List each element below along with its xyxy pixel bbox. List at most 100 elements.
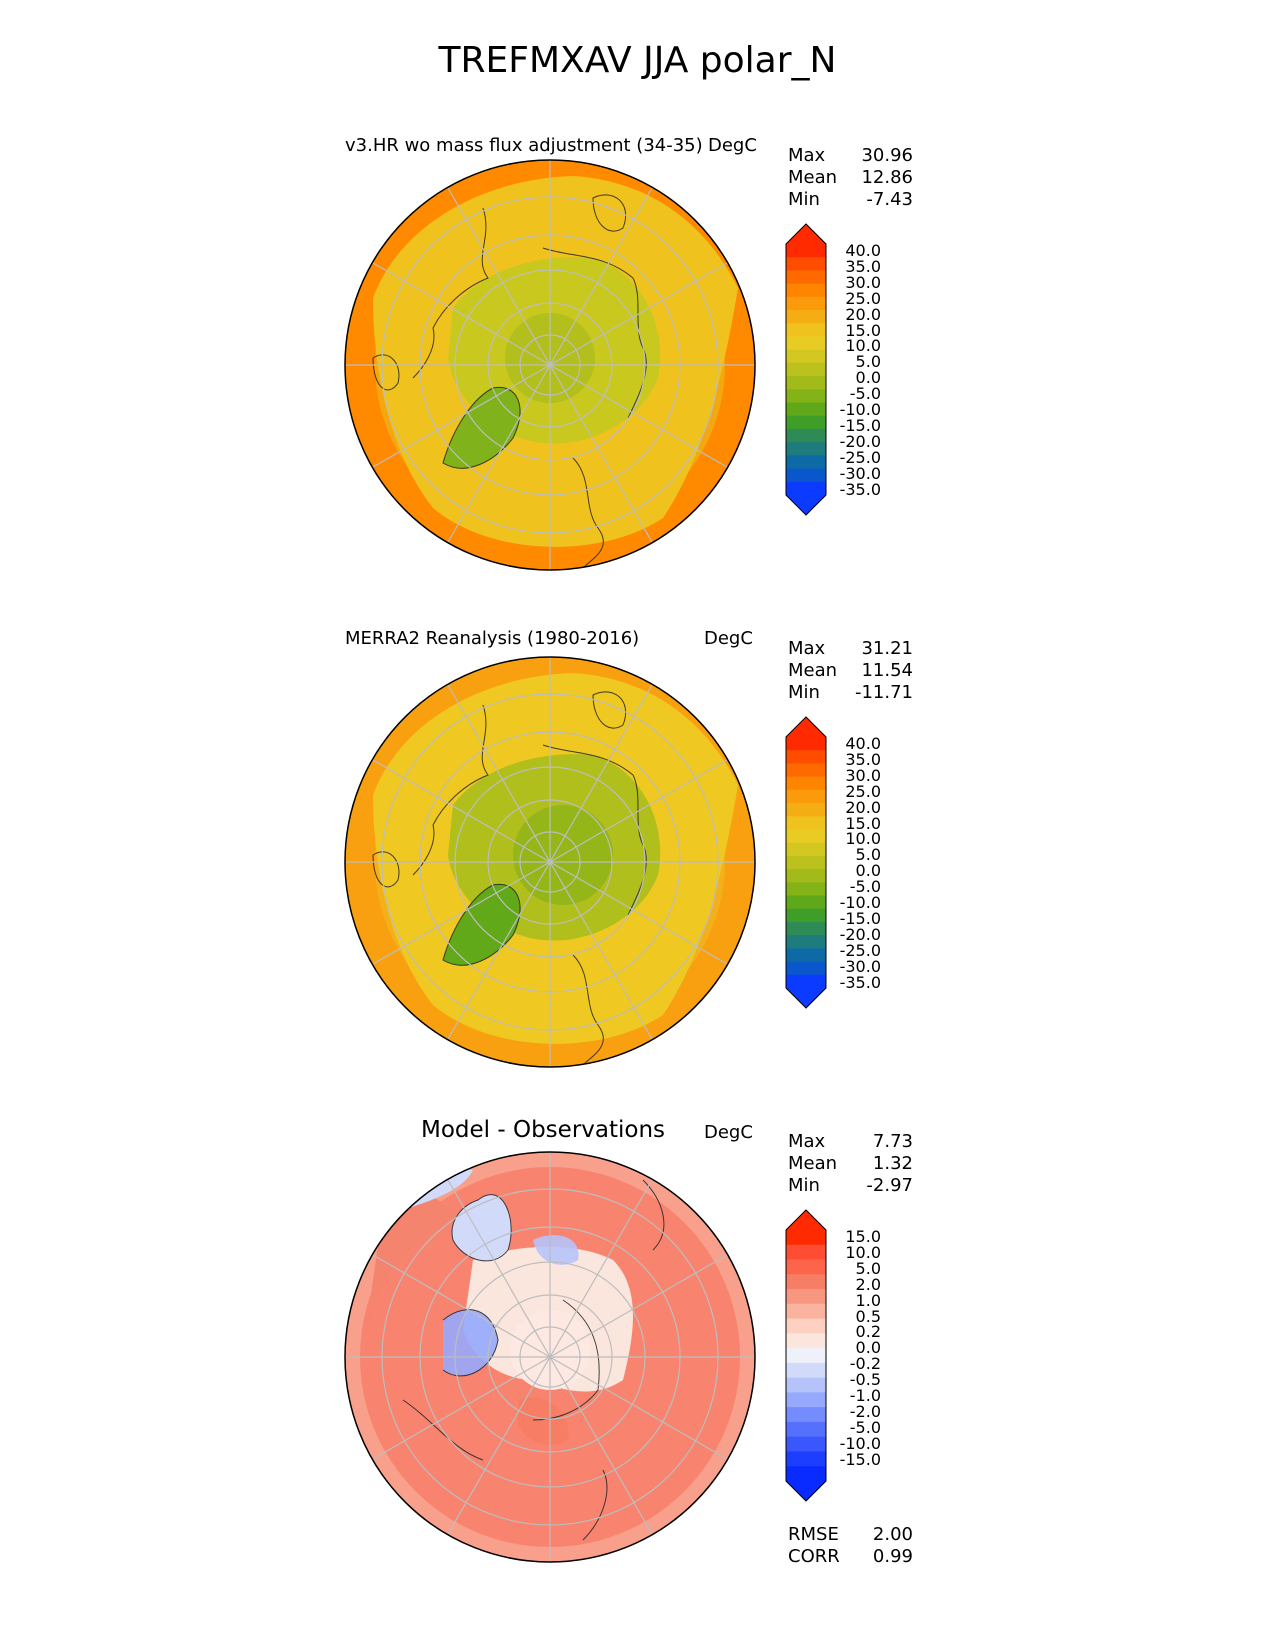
colorbar-tick-label: -0.2 [849,1354,881,1374]
metric-value: 0.99 [872,1546,913,1567]
panel-3-units: DegC [704,1122,753,1143]
stat-label: Min [788,682,820,703]
stat-label: Max [788,638,826,659]
panel-1-polar-map [344,159,756,571]
colorbar-tick-label: 20.0 [845,304,881,324]
colorbar-swatch [786,763,826,778]
stat-value: -2.97 [866,1175,913,1196]
colorbar-tick-label: 0.0 [855,861,881,881]
colorbar-tick-label: -15.0 [839,1449,881,1469]
stat-label: Min [788,189,820,210]
colorbar-over-triangle [786,224,826,244]
colorbar-swatch [786,1451,826,1467]
colorbar-swatch [786,468,826,483]
colorbar-tick-label: 5.0 [855,845,881,865]
colorbar-swatch [786,1377,826,1393]
colorbar-under-triangle [786,988,826,1008]
colorbar-tick-label: -20.0 [839,431,881,451]
stat-value: -11.71 [854,682,913,703]
stat-value: 31.21 [861,638,913,659]
colorbar-swatch [786,336,826,351]
colorbar-swatch [786,1333,826,1349]
colorbar-tick-label: 35.0 [845,749,881,769]
colorbar-swatch [786,455,826,470]
colorbar-swatch [786,415,826,430]
stat-value: 1.32 [872,1153,913,1174]
stat-value: 12.86 [861,167,913,188]
colorbar-swatch [786,376,826,390]
colorbar-over-triangle [786,1210,826,1230]
figure-title: TREFMXAV JJA polar_N [438,40,837,81]
colorbar-swatch [786,1362,826,1379]
colorbar-tick-label: 10.0 [845,829,881,849]
colorbar-swatch [786,935,826,949]
colorbar-tick-label: -20.0 [839,924,881,944]
panel-1-colorbar [785,223,827,516]
colorbar-swatch [786,1421,826,1438]
colorbar-swatch [786,389,826,404]
colorbar-tick-label: -1.0 [849,1386,881,1406]
colorbar-over-triangle [786,717,826,737]
panel-2-polar-map [344,656,756,1068]
colorbar-tick-label: -30.0 [839,956,881,976]
colorbar-swatch [786,842,826,857]
colorbar-swatch [786,257,826,271]
colorbar-swatch [786,1466,826,1482]
negative-bias-patch [533,1235,579,1265]
colorbar-swatch [786,481,826,496]
colorbar-swatch [786,1436,826,1452]
panel-2-units: DegC [704,628,753,649]
stat-label: Mean [788,1153,838,1174]
colorbar-tick-label: 10.0 [845,336,881,356]
colorbar-tick-label: 1.0 [855,1290,881,1310]
colorbar-swatch [786,1259,826,1275]
colorbar-tick-label: 35.0 [845,256,881,276]
metric-label: CORR [788,1546,840,1567]
colorbar-tick-label: 25.0 [845,288,881,308]
colorbar-swatch [786,402,826,417]
colorbar-tick-label: 10.0 [845,1242,881,1262]
colorbar-tick-label: -25.0 [839,940,881,960]
panel-1-colorbar-ticks: 40.0 35.0 30.0 25.0 20.0 15.0 10.0 5.0 0.0 -5.0 -1… [836,243,881,498]
colorbar-swatch [786,1274,826,1290]
panel-1-title: v3.HR wo mass flux adjustment (34-35) [345,135,703,156]
stat-label: Mean [788,167,838,188]
colorbar-tick-label: 15.0 [845,813,881,833]
colorbar-swatch [786,776,826,791]
colorbar-swatch [786,869,826,883]
colorbar-tick-label: 2.0 [855,1274,881,1294]
colorbar-swatch [786,1318,826,1334]
colorbar-swatch [786,855,826,870]
negative-bias-patch [443,1309,498,1376]
colorbar-swatch [786,750,826,764]
colorbar-swatch [786,1230,826,1246]
panel-3-colorbar [785,1209,827,1502]
colorbar-tick-label: 0.0 [855,368,881,388]
colorbar-swatch [786,442,826,456]
colorbar-tick-label: -5.0 [849,1417,881,1437]
greenland-field [443,884,521,966]
panel-3-polar-map [344,1151,756,1563]
colorbar-tick-label: 5.0 [855,1258,881,1278]
colorbar-swatch [786,803,826,817]
colorbar-swatch [786,283,826,298]
stat-value: 30.96 [861,145,913,166]
colorbar-swatch [786,323,826,337]
colorbar-tick-label: -35.0 [839,479,881,499]
colorbar-swatch [786,1348,826,1364]
colorbar-tick-label: 15.0 [845,1227,881,1246]
colorbar-tick-label: 30.0 [845,272,881,292]
colorbar-swatch [786,349,826,364]
colorbar-swatch [786,270,826,285]
metric-value: 2.00 [872,1524,913,1545]
colorbar-tick-label: -2.0 [849,1401,881,1421]
colorbar-tick-label: -15.0 [839,908,881,928]
colorbar-swatch [786,1244,826,1261]
greenland-field [443,387,521,469]
colorbar-swatch [786,921,826,936]
stat-label: Max [788,1131,826,1152]
colorbar-swatch [786,1303,826,1320]
colorbar-under-triangle [786,1481,826,1501]
colorbar-tick-label: 30.0 [845,765,881,785]
metric-label: RMSE [788,1524,839,1545]
